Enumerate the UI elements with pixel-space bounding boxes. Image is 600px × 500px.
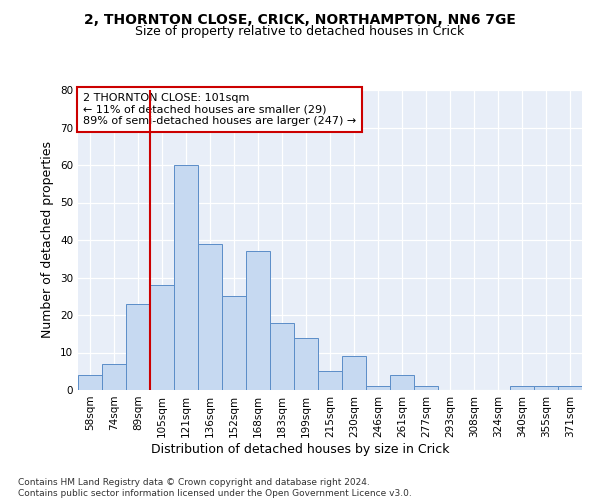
Bar (126, 304, 150, 390)
Bar (294, 338, 318, 390)
Text: 2, THORNTON CLOSE, CRICK, NORTHAMPTON, NN6 7GE: 2, THORNTON CLOSE, CRICK, NORTHAMPTON, N… (84, 12, 516, 26)
Bar (246, 251, 270, 390)
Bar (78, 375, 102, 390)
Bar (270, 322, 294, 390)
Text: 2 THORNTON CLOSE: 101sqm
← 11% of detached houses are smaller (29)
89% of semi-d: 2 THORNTON CLOSE: 101sqm ← 11% of detach… (83, 93, 356, 126)
Y-axis label: Number of detached properties: Number of detached properties (41, 142, 55, 338)
Bar (342, 356, 366, 390)
Bar (510, 386, 534, 390)
Bar (222, 296, 246, 390)
Bar (102, 364, 126, 390)
Bar (414, 386, 438, 390)
Bar (174, 165, 198, 390)
Bar (198, 244, 222, 390)
Bar (150, 285, 174, 390)
Text: Size of property relative to detached houses in Crick: Size of property relative to detached ho… (136, 25, 464, 38)
Bar (390, 375, 414, 390)
Bar (558, 386, 582, 390)
Bar (318, 371, 342, 390)
Text: Distribution of detached houses by size in Crick: Distribution of detached houses by size … (151, 442, 449, 456)
Text: Contains HM Land Registry data © Crown copyright and database right 2024.
Contai: Contains HM Land Registry data © Crown c… (18, 478, 412, 498)
Bar (366, 386, 390, 390)
Bar (534, 386, 558, 390)
